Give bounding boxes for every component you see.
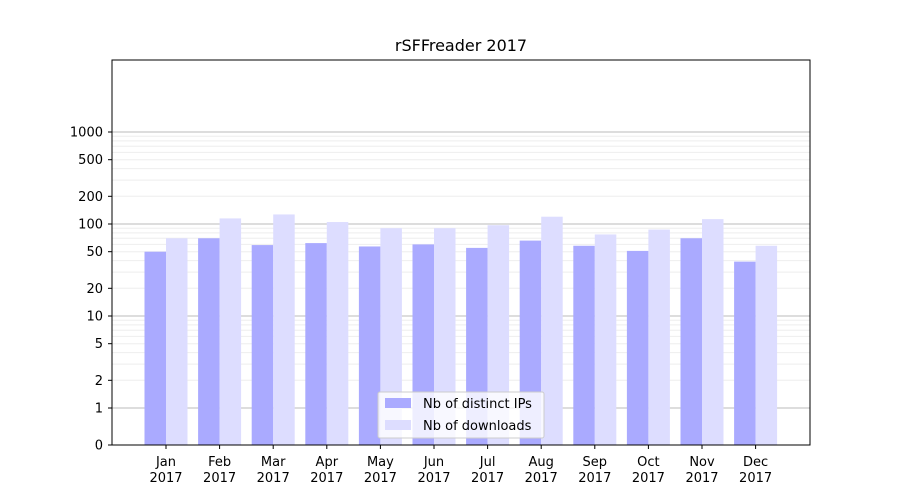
legend: Nb of distinct IPs Nb of downloads: [377, 391, 545, 439]
bar-distinct-ips: [144, 251, 166, 445]
bar-distinct-ips: [734, 261, 756, 445]
bar-downloads: [326, 222, 349, 445]
bar-distinct-ips: [305, 243, 327, 445]
x-axis: Jan 2017 Feb 2017 Mar 2017 Apr 2017 May 2017 Jun 20…: [149, 445, 772, 486]
bar-distinct-ips: [251, 245, 274, 445]
bar-distinct-ips: [680, 238, 702, 445]
bar-downloads: [487, 225, 510, 445]
bar-downloads: [273, 214, 295, 445]
bar-distinct-ips: [573, 245, 595, 445]
y-tick-label: 0: [95, 439, 103, 454]
x-tick-label: Aug 2017: [525, 455, 558, 486]
x-tick-label: Jul 2017: [471, 455, 504, 486]
y-tick-label: 1000: [70, 126, 103, 141]
bar-downloads: [166, 238, 188, 445]
legend-label-distinct-ips: Nb of distinct IPs: [423, 397, 532, 412]
legend-swatch-distinct-ips: [385, 398, 411, 408]
y-tick-label: 1: [95, 402, 103, 417]
x-tick-label: Dec 2017: [739, 455, 772, 486]
x-tick-label: Sep 2017: [578, 455, 611, 486]
y-tick-label: 5: [95, 337, 103, 352]
legend-swatch-downloads: [385, 420, 411, 430]
y-tick-label: 200: [78, 190, 103, 205]
bar-distinct-ips: [198, 238, 220, 445]
x-tick-label: Feb 2017: [203, 455, 236, 486]
bar-distinct-ips: [358, 246, 381, 445]
bar-downloads: [380, 228, 402, 445]
x-tick-label: May 2017: [364, 455, 397, 486]
legend-box: [377, 391, 545, 439]
y-tick-label: 10: [86, 310, 103, 325]
x-tick-label: Apr 2017: [310, 455, 343, 486]
legend-label-downloads: Nb of downloads: [423, 419, 532, 434]
x-tick-label: Nov 2017: [685, 455, 718, 486]
chart-title: rSFFreader 2017: [395, 36, 527, 55]
bars: [144, 214, 778, 445]
bar-downloads: [648, 229, 670, 445]
x-tick-label: Jan 2017: [149, 455, 182, 486]
bar-downloads: [219, 218, 242, 445]
bar-downloads: [434, 228, 456, 445]
bar-downloads: [702, 219, 724, 445]
bar-downloads: [541, 216, 563, 445]
x-tick-label: Jun 2017: [417, 455, 450, 486]
y-tick-label: 2: [95, 374, 103, 389]
bar-downloads: [594, 234, 617, 445]
x-tick-label: Oct 2017: [632, 455, 665, 486]
bar-distinct-ips: [626, 250, 649, 445]
plot-frame: [111, 59, 811, 446]
y-axis: 0 1 2 5 10 20 50 100 200 500 1000: [70, 126, 112, 454]
bar-downloads: [755, 245, 778, 445]
y-tick-label: 100: [78, 218, 103, 233]
y-tick-label: 500: [78, 153, 103, 168]
x-tick-label: Mar 2017: [257, 455, 290, 486]
y-tick-label: 20: [86, 282, 103, 297]
y-tick-label: 50: [86, 245, 103, 260]
